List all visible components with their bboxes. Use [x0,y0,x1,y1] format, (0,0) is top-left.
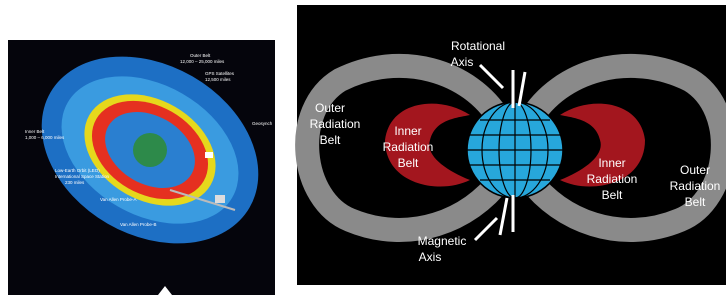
text-line: Radiation [383,140,434,154]
text-line: Low-Earth Orbit (LEO) [55,168,100,173]
text-line: Radiation [670,179,721,193]
text-line: Radiation [587,172,638,186]
text-line: Inner [394,124,421,138]
text-line: Belt [602,188,623,202]
text-line: Axis [451,55,474,69]
text-line: Magnetic [418,234,467,248]
text-line: 12,500 miles [205,77,231,82]
screenshot: Outer Belt12,000 – 25,000 miles GPS Sate… [0,0,726,295]
text-line: Geosynch [252,121,273,126]
text-line: 1,000 – 6,000 miles [25,135,65,140]
text-line: Van Allen Probe-B [120,222,156,227]
text-line: Radiation [310,117,361,131]
text-line: Van Allen Probe-A [100,197,136,202]
text-line: Inner Belt [25,129,45,134]
text-line: GPS Satellites [205,71,235,76]
text-line: Belt [685,195,706,209]
text-line: 12,000 – 25,000 miles [180,59,225,64]
text-line: Outer [680,163,710,177]
right-diagram: Rotational Axis Outer Radiation Belt Inner R… [297,5,726,285]
text-line: Belt [398,156,419,170]
text-line: Inner [598,156,625,170]
text-line: Outer Belt [190,53,211,58]
text-line: Axis [419,250,442,264]
text-line: Rotational [451,39,505,53]
text-line: 230 miles [65,180,85,185]
text-line: International Space Station [55,174,110,179]
text-line: Outer [315,101,345,115]
text-line: Belt [320,133,341,147]
